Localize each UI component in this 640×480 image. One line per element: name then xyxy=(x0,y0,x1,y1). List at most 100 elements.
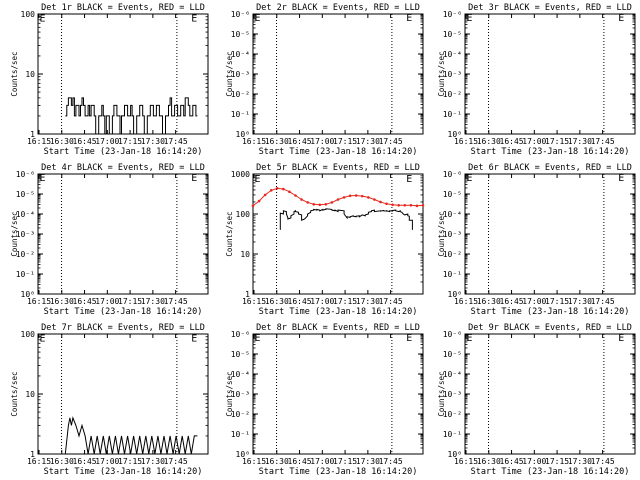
y-tick-label: 10⁻¹ xyxy=(443,270,462,279)
y-tick-label: 10⁻⁵ xyxy=(443,30,462,39)
e-marker: E xyxy=(618,333,624,344)
series-point xyxy=(288,190,291,194)
x-axis-label: Start Time (23-Jan-18 16:14:20) xyxy=(259,307,418,317)
x-axis-label: Start Time (23-Jan-18 16:14:20) xyxy=(471,307,630,317)
x-tick-label: 16:45 xyxy=(288,457,312,466)
plot-frame xyxy=(464,333,636,455)
y-tick-label: 10⁻³ xyxy=(16,230,35,239)
series-point xyxy=(409,204,413,207)
x-tick-label: 16:30 xyxy=(477,137,501,146)
plot-frame xyxy=(464,13,636,135)
x-tick-label: 16:45 xyxy=(73,457,97,466)
plot-frame xyxy=(37,173,209,295)
y-tick-label: 10⁻⁵ xyxy=(231,350,250,359)
y-tick-label: 10 xyxy=(25,390,35,399)
panel-title: Det 6r BLACK = Events, RED = LLD xyxy=(468,163,632,173)
y-tick-label: 10⁻⁴ xyxy=(231,370,250,379)
x-tick-label: 16:45 xyxy=(500,137,524,146)
series-point xyxy=(367,196,370,199)
panel-title: Det 7r BLACK = Events, RED = LLD xyxy=(41,323,205,333)
x-tick-label: 16:45 xyxy=(73,137,97,146)
x-tick-label: 17:00 xyxy=(310,457,334,466)
e-marker: E xyxy=(40,14,46,25)
x-tick-label: 16:45 xyxy=(500,457,524,466)
x-tick-label: 17:30 xyxy=(141,457,165,466)
x-tick-label: 17:30 xyxy=(141,137,165,146)
series-point xyxy=(421,204,425,207)
y-tick-label: 10⁻¹ xyxy=(443,110,462,119)
y-tick-label: 10⁰ xyxy=(448,450,462,459)
x-tick-label: 16:30 xyxy=(265,457,289,466)
x-tick-label: 17:15 xyxy=(545,137,569,146)
y-axis-label: Counts/sec xyxy=(10,211,19,256)
e-marker: E xyxy=(467,173,473,184)
series-point xyxy=(300,198,303,201)
y-tick-label: 10⁰ xyxy=(448,130,462,139)
y-tick-label: 10⁻¹ xyxy=(231,430,250,439)
series-point xyxy=(403,204,407,207)
x-tick-label: 17:00 xyxy=(95,137,119,146)
x-tick-label: 16:30 xyxy=(477,297,501,306)
y-axis-label: Counts/sec xyxy=(437,371,446,416)
series-point xyxy=(282,187,285,191)
series-point xyxy=(324,202,328,206)
series-line-1 xyxy=(65,97,198,135)
series-point xyxy=(354,194,358,197)
series-point xyxy=(397,204,401,207)
x-tick-label: 16:45 xyxy=(500,297,524,306)
x-tick-label: 16:15 xyxy=(242,457,266,466)
x-axis-label: Start Time (23-Jan-18 16:14:20) xyxy=(259,147,418,157)
series-point xyxy=(294,194,297,197)
x-tick-label: 17:00 xyxy=(95,297,119,306)
e-marker: E xyxy=(191,14,197,25)
series-point xyxy=(379,200,382,204)
y-tick-label: 10⁻⁶ xyxy=(443,330,462,339)
plot-frame xyxy=(252,333,424,455)
x-tick-label: 17:45 xyxy=(164,297,188,306)
y-tick-label: 10⁻⁴ xyxy=(443,210,462,219)
y-tick-label: 10⁰ xyxy=(21,290,35,299)
x-tick-label: 17:30 xyxy=(141,297,165,306)
x-tick-label: 17:30 xyxy=(568,297,592,306)
x-tick-label: 17:15 xyxy=(545,297,569,306)
y-tick-label: 1 xyxy=(30,130,35,139)
series-line-1 xyxy=(64,416,198,455)
y-axis-label: Counts/sec xyxy=(225,211,234,256)
x-axis-label: Start Time (23-Jan-18 16:14:20) xyxy=(471,147,630,157)
y-tick-label: 10⁻¹ xyxy=(231,110,250,119)
y-tick-label: 10⁻⁵ xyxy=(231,30,250,39)
y-tick-label: 10⁻⁵ xyxy=(443,350,462,359)
x-tick-label: 17:15 xyxy=(118,137,142,146)
y-axis-label: Counts/sec xyxy=(437,211,446,256)
series-point xyxy=(275,186,279,190)
detector-panel-4: Det 4r BLACK = Events, RED = LLD16:1516:… xyxy=(10,163,209,317)
e-marker: E xyxy=(618,13,624,24)
y-tick-label: 10⁻³ xyxy=(231,70,250,79)
y-axis-label: Counts/sec xyxy=(225,371,234,416)
series-point xyxy=(318,203,322,207)
detector-panel-9: Det 9r BLACK = Events, RED = LLD16:1516:… xyxy=(437,323,636,477)
x-tick-label: 16:45 xyxy=(73,297,97,306)
y-tick-label: 10⁻⁶ xyxy=(16,170,35,179)
x-tick-label: 16:30 xyxy=(50,297,74,306)
x-tick-label: 16:15 xyxy=(454,297,478,306)
y-tick-label: 10⁰ xyxy=(236,450,250,459)
x-tick-label: 17:15 xyxy=(118,457,142,466)
panel-title: Det 3r BLACK = Events, RED = LLD xyxy=(468,3,632,13)
x-tick-label: 17:15 xyxy=(333,457,357,466)
series-line-1 xyxy=(252,187,424,207)
y-tick-label: 10⁻³ xyxy=(443,390,462,399)
panel-title: Det 5r BLACK = Events, RED = LLD xyxy=(256,163,420,173)
detector-panel-8: Det 8r BLACK = Events, RED = LLD16:1516:… xyxy=(225,323,424,477)
e-marker: E xyxy=(255,333,261,344)
x-axis-label: Start Time (23-Jan-18 16:14:20) xyxy=(471,467,630,477)
y-tick-label: 100 xyxy=(236,210,251,219)
y-tick-label: 10⁻³ xyxy=(231,390,250,399)
y-tick-label: 100 xyxy=(21,330,36,339)
e-marker: E xyxy=(191,173,197,184)
e-marker: E xyxy=(191,334,197,345)
series-point xyxy=(348,194,352,198)
x-tick-label: 17:30 xyxy=(356,137,380,146)
series-point xyxy=(385,202,388,206)
